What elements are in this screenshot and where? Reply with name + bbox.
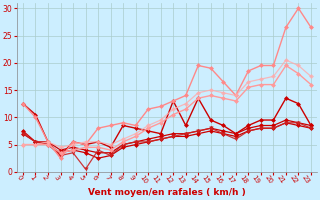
X-axis label: Vent moyen/en rafales ( km/h ): Vent moyen/en rafales ( km/h ): [88, 188, 246, 197]
